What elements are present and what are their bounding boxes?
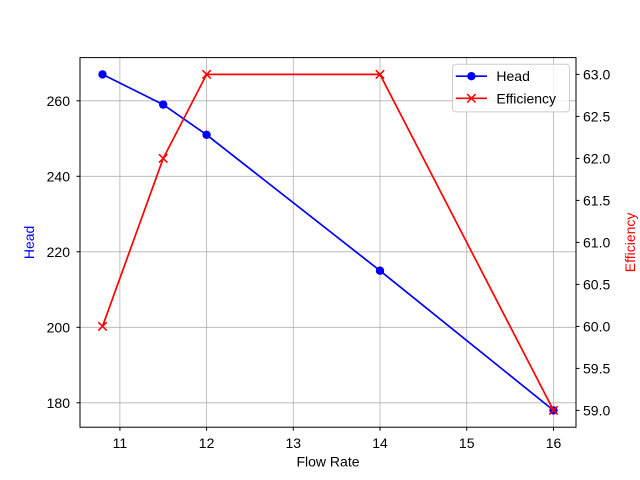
svg-text:59.0: 59.0 bbox=[583, 402, 610, 418]
svg-text:60.0: 60.0 bbox=[583, 318, 610, 334]
svg-text:62.5: 62.5 bbox=[583, 108, 610, 124]
svg-text:180: 180 bbox=[47, 395, 71, 411]
svg-text:11: 11 bbox=[113, 435, 128, 451]
svg-text:61.5: 61.5 bbox=[583, 192, 610, 208]
svg-text:13: 13 bbox=[286, 435, 302, 451]
svg-text:Efficiency: Efficiency bbox=[496, 90, 556, 106]
svg-text:60.5: 60.5 bbox=[583, 276, 610, 292]
svg-text:61.0: 61.0 bbox=[583, 234, 610, 250]
svg-text:260: 260 bbox=[47, 93, 71, 109]
svg-text:220: 220 bbox=[47, 244, 71, 260]
svg-text:14: 14 bbox=[372, 435, 388, 451]
svg-text:59.5: 59.5 bbox=[583, 360, 610, 376]
svg-text:Efficiency: Efficiency bbox=[622, 213, 638, 273]
svg-text:Head: Head bbox=[496, 68, 529, 84]
svg-text:Flow Rate: Flow Rate bbox=[296, 454, 359, 470]
svg-text:12: 12 bbox=[199, 435, 215, 451]
svg-text:15: 15 bbox=[459, 435, 475, 451]
svg-text:63.0: 63.0 bbox=[583, 66, 610, 82]
svg-text:240: 240 bbox=[47, 168, 71, 184]
svg-text:16: 16 bbox=[546, 435, 562, 451]
svg-text:200: 200 bbox=[47, 319, 71, 335]
svg-text:Head: Head bbox=[21, 226, 37, 259]
svg-text:62.0: 62.0 bbox=[583, 150, 610, 166]
